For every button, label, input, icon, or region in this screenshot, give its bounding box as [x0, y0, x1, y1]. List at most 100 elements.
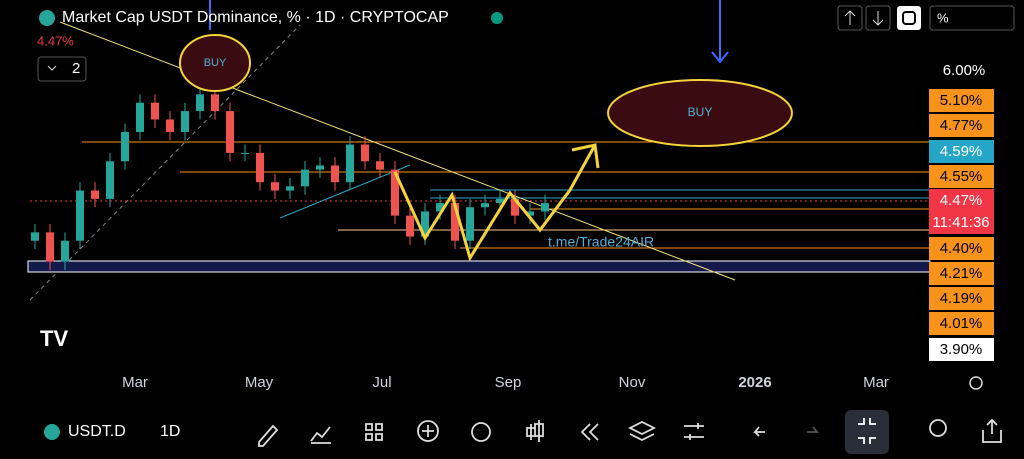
candle-body: [46, 232, 54, 262]
indicator-count: 2: [72, 60, 80, 77]
settings[interactable]: [684, 423, 704, 440]
price-label-box: [929, 262, 994, 285]
share[interactable]: [982, 418, 1002, 443]
last-price: 4.47%: [37, 33, 74, 48]
w-pattern: [393, 144, 597, 262]
candle-body: [316, 165, 324, 170]
tv-logo: TV: [40, 326, 68, 351]
price-label-box: [929, 89, 994, 112]
candle-body: [391, 169, 399, 216]
candle-body: [331, 165, 339, 183]
candle-body: [151, 102, 159, 120]
settings-icon[interactable]: [969, 376, 983, 390]
candle-body: [241, 152, 249, 154]
candles: [31, 86, 549, 270]
candle-body: [361, 144, 369, 162]
icon: [858, 418, 876, 444]
candle-body: [91, 190, 99, 199]
dotted-trend: [29, 24, 301, 301]
countdown: 11:41:36: [932, 214, 989, 231]
scale-mode[interactable]: [929, 5, 1015, 31]
price-label-box: [929, 114, 994, 137]
indicator-toggle[interactable]: [37, 56, 87, 82]
price-label-box: [929, 189, 994, 234]
layers[interactable]: [627, 420, 657, 442]
candle-body: [451, 203, 459, 241]
alert[interactable]: [471, 422, 491, 442]
candle-body: [421, 211, 429, 237]
time-label: Sep: [495, 374, 522, 391]
candle-body: [136, 102, 144, 132]
price-label: 4.19%: [940, 290, 983, 307]
sync-button[interactable]: [897, 6, 921, 30]
symbol-icon: [39, 10, 55, 26]
candle-body: [346, 144, 354, 183]
price-scale: 6.00% 5.10% 4.77% 4.59% 4.55% 4.47% 11:41:36 4…: [929, 62, 994, 361]
price-label-box: [929, 165, 994, 188]
candle-body: [526, 211, 534, 216]
price-label: 4.40%: [940, 240, 983, 257]
icon: [902, 11, 916, 25]
price-label: 4.55%: [940, 168, 983, 185]
arrow-head: [571, 143, 600, 169]
candle-body: [121, 132, 129, 162]
time-label: 2026: [738, 374, 771, 391]
candle-body: [61, 240, 69, 262]
time-label: Nov: [619, 374, 646, 391]
idea[interactable]: [929, 419, 947, 437]
add-icon: [422, 425, 434, 437]
up-button[interactable]: [837, 5, 863, 31]
candle-body: [541, 203, 549, 212]
candle-body: [286, 186, 294, 191]
candle-body: [31, 232, 39, 241]
undo[interactable]: [753, 426, 765, 437]
time-label: Mar: [863, 374, 889, 391]
annotation-link: t.me/Trade24AIR: [548, 234, 654, 250]
scale-mode-label: %: [937, 10, 949, 25]
candle-body: [106, 161, 114, 199]
candle-body: [196, 94, 204, 112]
candle-body: [166, 119, 174, 132]
annotation: BUY: [688, 105, 713, 119]
draw-tool[interactable]: [258, 424, 279, 447]
scale-top: 6.00%: [943, 62, 986, 79]
candle-body: [436, 203, 444, 212]
overlays: BUY BUY t.me/Trade24AIR: [179, 34, 793, 262]
interval[interactable]: 1D: [160, 423, 180, 440]
candle-body: [511, 198, 519, 216]
down-button[interactable]: [865, 5, 891, 31]
chart-type[interactable]: [526, 420, 544, 442]
buy-zone: [607, 79, 793, 147]
redo[interactable]: [807, 426, 819, 433]
candle-body: [271, 182, 279, 191]
candle-body: [376, 161, 384, 170]
add[interactable]: [417, 420, 439, 442]
symbol[interactable]: USDT.D: [68, 423, 126, 440]
templates[interactable]: [365, 423, 383, 441]
candle-body: [496, 198, 504, 204]
buy-zone: [179, 34, 251, 92]
replay[interactable]: [580, 423, 599, 441]
price-label-box: [929, 140, 994, 163]
candle-body: [256, 152, 264, 183]
price-label: 4.01%: [940, 315, 983, 332]
indicators[interactable]: [310, 426, 331, 444]
arrow-head: [711, 51, 729, 64]
candle-body: [466, 207, 474, 241]
watermark: TV: [40, 326, 68, 351]
price-label: 5.10%: [940, 92, 983, 109]
candle-body: [301, 169, 309, 187]
icon: [872, 11, 884, 26]
candle-body: [76, 190, 84, 241]
price-label: 3.90%: [940, 341, 983, 358]
header: Market Cap USDT Dominance, % · 1D · CRYP…: [37, 5, 1015, 82]
time-axis: Mar May Jul Sep Nov 2026 Mar: [122, 374, 983, 391]
price-label: 4.77%: [940, 117, 983, 134]
chart-title: Market Cap USDT Dominance, % · 1D · CRYP…: [62, 9, 449, 26]
fullscreen[interactable]: [845, 410, 889, 454]
candle-body: [211, 94, 219, 112]
price-label-box: [929, 287, 994, 310]
bottom-bar: USDT.D 1D: [0, 404, 1024, 459]
price-label-box: [929, 237, 994, 260]
